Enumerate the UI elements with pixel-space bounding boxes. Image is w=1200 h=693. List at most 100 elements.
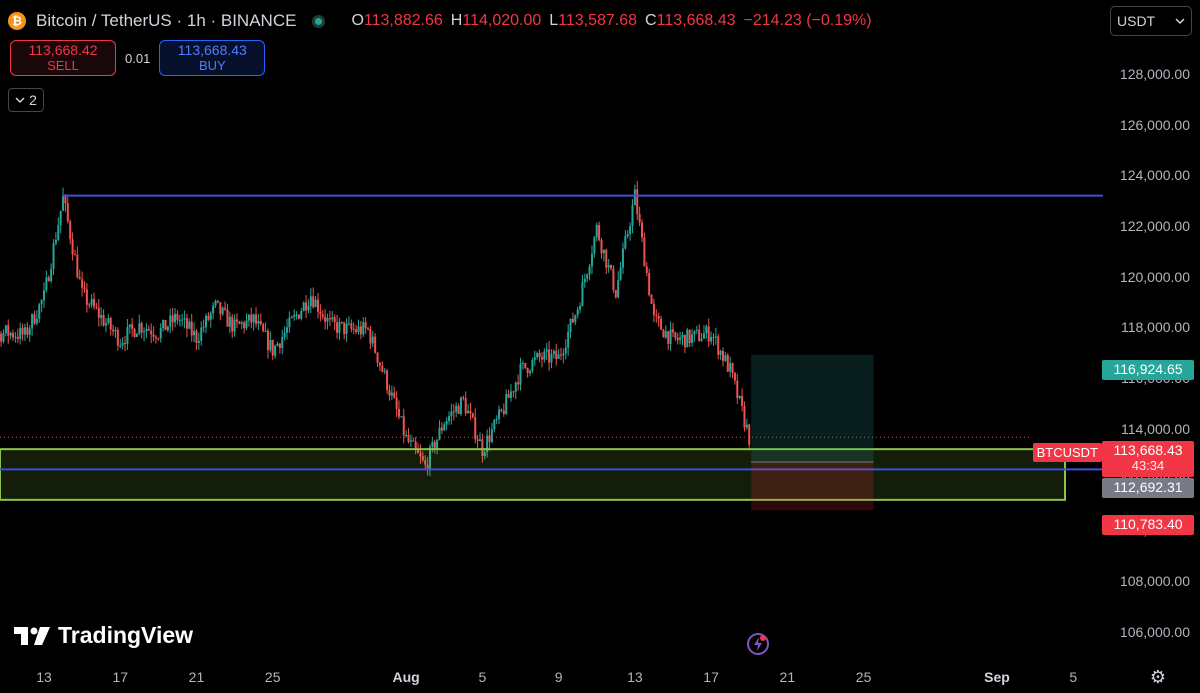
candle-body <box>602 249 605 254</box>
candle-body <box>166 326 169 331</box>
candle-body <box>326 317 329 322</box>
candle-body <box>12 332 15 338</box>
candle-body <box>574 315 577 323</box>
candle-body <box>621 248 624 268</box>
tradingview-mark-icon <box>14 626 50 645</box>
candle-body <box>150 330 153 335</box>
currency-select[interactable]: USDT <box>1110 6 1192 36</box>
sell-button[interactable]: 113,668.42 SELL <box>10 40 116 76</box>
candle-body <box>459 397 462 415</box>
candle-body <box>438 427 441 440</box>
candle-body <box>145 329 148 332</box>
candle-body <box>498 409 501 420</box>
lightning-icon[interactable] <box>746 632 770 656</box>
candle-body <box>724 355 727 361</box>
candle-body <box>576 309 579 316</box>
candle-body <box>362 322 365 335</box>
candle-body <box>705 326 708 334</box>
candle-body <box>228 316 231 327</box>
candle-body <box>262 324 265 332</box>
price-tick-label: 128,000.00 <box>1119 66 1190 83</box>
candle-body <box>731 363 734 373</box>
symbol-title[interactable]: Bitcoin / TetherUS · 1h · BINANCE <box>36 11 297 30</box>
candle-body <box>274 345 277 356</box>
candle-body <box>259 320 262 325</box>
indicators-toggle-button[interactable]: 2 <box>8 88 44 112</box>
candle-body <box>674 332 677 338</box>
last-price-value: 113,668.43 <box>1113 442 1183 458</box>
price-tick-label: 120,000.00 <box>1119 268 1190 285</box>
candle-body <box>736 380 739 399</box>
candlestick-series <box>0 180 751 477</box>
candle-body <box>178 319 181 321</box>
candle-body <box>116 329 119 346</box>
candle-body <box>462 397 465 399</box>
candle-body <box>417 448 420 454</box>
candle-body <box>693 330 696 335</box>
settings-gear-icon[interactable]: ⚙ <box>1149 667 1166 687</box>
candle-body <box>729 363 732 372</box>
candle-body <box>700 338 703 341</box>
candle-body <box>250 314 253 323</box>
candle-body <box>276 343 279 346</box>
candle-body <box>328 317 331 320</box>
candle-body <box>660 319 663 330</box>
candle-body <box>657 316 660 320</box>
symbol-price-tag: BTCUSDT <box>1032 443 1102 462</box>
ohlc-legend: O113,882.66 H114,020.00 L113,587.68 C113… <box>351 12 871 30</box>
candle-body <box>226 309 229 327</box>
candle-body <box>124 342 127 344</box>
candle-body <box>714 336 717 338</box>
candle-body <box>174 313 177 323</box>
candle-body <box>400 416 403 418</box>
candle-body <box>69 221 72 240</box>
candle-body <box>31 314 34 329</box>
candle-body <box>633 189 636 206</box>
candle-body <box>104 323 107 326</box>
candle-body <box>205 315 208 328</box>
candle-body <box>109 317 112 330</box>
change-value: −214.23 (−0.19%) <box>743 12 872 29</box>
candle-body <box>502 410 505 414</box>
candle-body <box>664 331 667 338</box>
candle-body <box>500 409 503 411</box>
entry-price-tag: 112,692.31 <box>1102 478 1194 498</box>
price-tick-label: 122,000.00 <box>1119 218 1190 235</box>
bar-countdown: 43:34 <box>1131 458 1165 473</box>
time-tick-label: 13 <box>36 669 52 685</box>
candle-body <box>474 417 477 440</box>
candle-body <box>290 317 293 319</box>
sell-price: 113,668.42 <box>28 42 98 58</box>
candle-body <box>617 279 620 298</box>
candle-body <box>569 318 572 332</box>
candle-body <box>231 316 234 332</box>
long-position-profit-zone[interactable] <box>751 354 874 463</box>
buy-button[interactable]: 113,668.43 BUY <box>159 40 266 76</box>
long-position-loss-zone[interactable] <box>751 462 874 511</box>
candle-body <box>655 315 658 317</box>
candle-body <box>78 277 81 280</box>
candle-body <box>388 389 391 396</box>
candle-body <box>548 349 551 363</box>
candle-body <box>567 331 570 348</box>
candle-body <box>593 237 596 254</box>
candle-body <box>240 322 243 324</box>
candle-body <box>421 456 424 461</box>
candle-body <box>0 333 3 342</box>
demand-zone-rectangle[interactable] <box>0 448 1066 501</box>
candle-body <box>517 382 520 385</box>
candle-body <box>114 329 117 332</box>
tradingview-logo: TradingView <box>14 622 193 649</box>
candle-body <box>152 334 155 337</box>
candle-body <box>185 318 188 329</box>
candle-body <box>16 336 19 339</box>
candle-body <box>340 321 343 323</box>
candle-body <box>100 315 103 318</box>
candle-body <box>521 362 524 364</box>
sell-label: SELL <box>47 58 79 73</box>
candle-body <box>350 323 353 329</box>
candle-body <box>538 353 541 358</box>
candle-body <box>312 296 315 308</box>
time-tick-label: 25 <box>855 669 872 685</box>
